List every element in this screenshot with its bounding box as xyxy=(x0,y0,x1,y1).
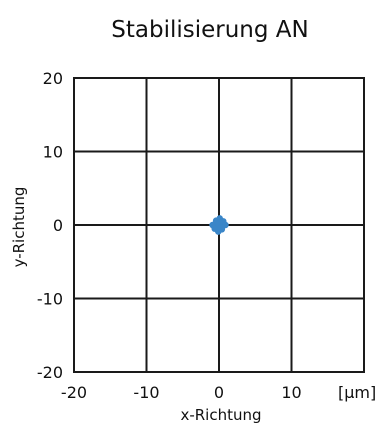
y-tick-labels: 20 10 0 -10 -20 xyxy=(37,69,63,382)
y-tick-label: -10 xyxy=(37,290,63,309)
x-tick-label: -10 xyxy=(133,383,159,402)
x-tick-label: -20 xyxy=(61,383,87,402)
y-tick-label: 20 xyxy=(43,69,63,88)
y-tick-label: 10 xyxy=(43,143,63,162)
plot-grid xyxy=(73,77,365,373)
y-tick-label: 0 xyxy=(53,216,63,235)
data-point xyxy=(213,219,221,226)
data-point xyxy=(217,224,225,231)
x-tick-label: 0 xyxy=(214,383,224,402)
unit-label: [µm] xyxy=(338,383,376,402)
chart-title: Stabilisierung AN xyxy=(111,17,308,43)
x-tick-label: 10 xyxy=(281,383,301,402)
data-points xyxy=(209,215,229,235)
y-axis-label: y-Richtung xyxy=(10,187,28,268)
x-tick-labels: -20 -10 0 10 xyxy=(61,383,302,402)
x-axis-label: x-Richtung xyxy=(180,406,261,424)
y-tick-label: -20 xyxy=(37,363,63,382)
